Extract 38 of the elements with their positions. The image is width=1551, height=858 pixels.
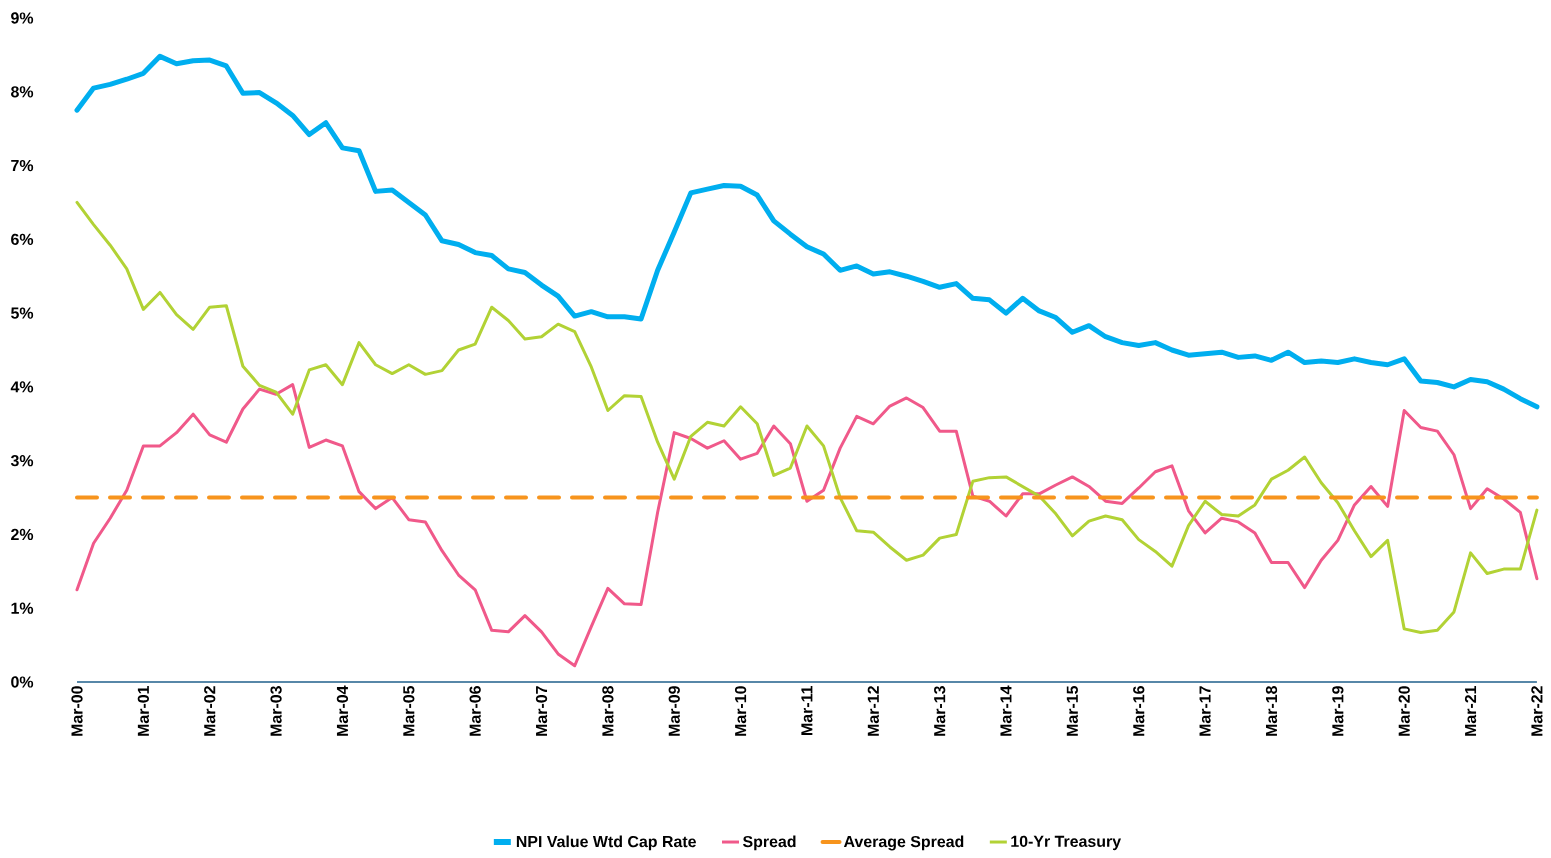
x-tick-label: Mar-20 <box>1398 686 1410 736</box>
x-tick-label: Mar-12 <box>867 686 879 736</box>
y-tick-label: 5% <box>11 307 34 319</box>
x-tick-label: Mar-07 <box>535 686 548 736</box>
x-tick-label: Mar-11 <box>801 685 813 735</box>
x-tick-label: Mar-08 <box>602 686 614 736</box>
y-tick-label: 0% <box>11 676 34 688</box>
x-tick-label: Mar-21 <box>1464 685 1477 736</box>
x-tick-label: Mar-17 <box>1199 686 1211 736</box>
legend-label: NPI Value Wtd Cap Rate <box>516 835 696 851</box>
y-tick-label: 4% <box>10 381 34 393</box>
y-tick-label: 3% <box>10 455 34 467</box>
x-tick-label: Mar-15 <box>1066 685 1078 736</box>
x-tick-label: Mar-03 <box>270 686 282 736</box>
x-tick-label: Mar-18 <box>1265 686 1278 736</box>
y-tick-label: 1% <box>11 602 34 614</box>
x-tick-label: Mar-22 <box>1531 686 1543 736</box>
x-tick-label: Mar-10 <box>734 686 747 736</box>
x-tick-label: Mar-14 <box>1000 685 1012 736</box>
x-tick-label: Mar-16 <box>1133 686 1145 736</box>
x-tick-label: Mar-05 <box>403 685 415 736</box>
x-tick-label: Mar-13 <box>934 686 946 736</box>
legend-label: Spread <box>742 835 796 851</box>
y-tick-label: 6% <box>11 233 34 245</box>
x-tick-label: Mar-19 <box>1332 686 1344 736</box>
y-tick-label: 2% <box>11 528 34 541</box>
x-tick-label: Mar-06 <box>469 686 481 736</box>
legend-label: 10-Yr Treasury <box>1011 835 1121 851</box>
x-tick-label: Mar-04 <box>336 685 349 736</box>
y-tick-label: 9% <box>11 12 34 24</box>
x-tick-label: Mar-09 <box>668 686 680 736</box>
x-tick-label: Mar-02 <box>204 686 216 736</box>
y-tick-label: 8% <box>11 86 34 98</box>
x-tick-label: Mar-00 <box>71 686 83 736</box>
line-series <box>75 383 1539 668</box>
legend-label: Average Spread <box>843 835 964 851</box>
x-tick-label: Mar-01 <box>137 685 149 736</box>
y-tick-label: 7% <box>11 159 34 172</box>
